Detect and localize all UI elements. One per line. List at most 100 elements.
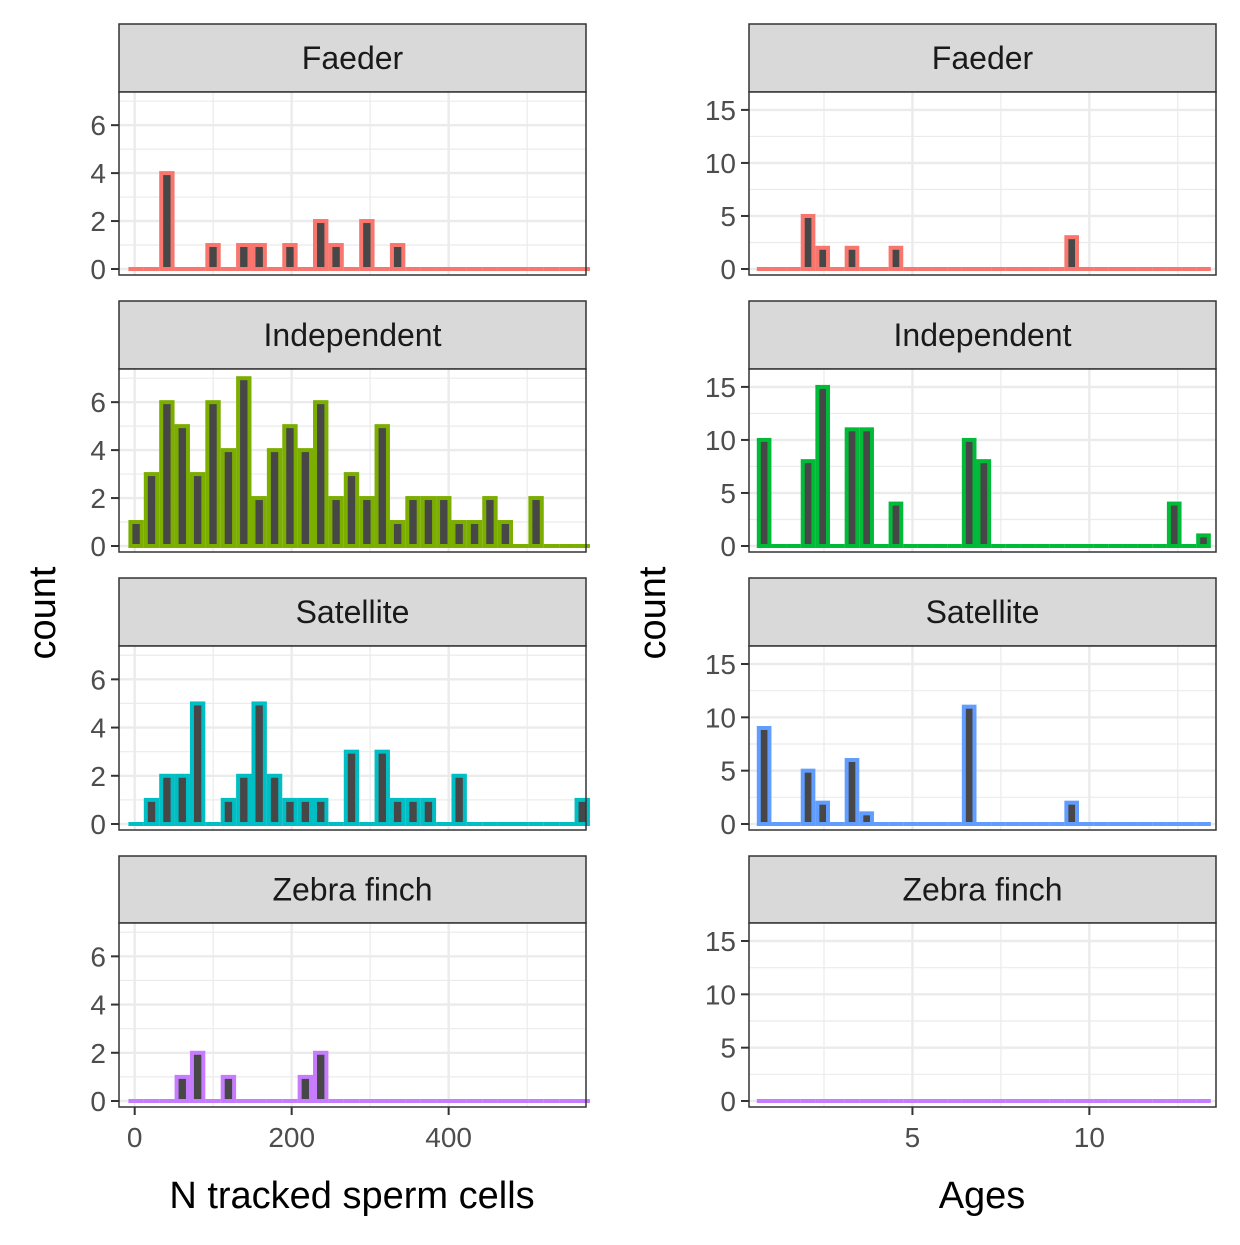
bar (282, 424, 298, 549)
bar (800, 459, 816, 549)
y-axis: 0 2 4 6 (90, 664, 119, 840)
bar (159, 773, 175, 826)
x-axis: 0 200 400 (127, 1107, 472, 1153)
panel-border (748, 368, 1217, 553)
bar (328, 243, 344, 272)
chart-column-2: Faeder 0 5 10 15 Independent 0 5 10 15 Satellite 0 5… (632, 23, 1217, 1217)
bar (1064, 800, 1080, 827)
bar (297, 797, 314, 826)
y-tick-label: 10 (705, 702, 736, 733)
bar (343, 472, 360, 548)
y-tick-label: 0 (90, 1086, 106, 1117)
y-axis: 0 2 4 6 (90, 387, 119, 562)
facet-strip (118, 300, 587, 370)
y-tick-label: 2 (90, 1038, 106, 1069)
facet-strip (748, 300, 1217, 370)
panel-border (118, 645, 587, 831)
y-tick-label: 0 (720, 809, 736, 840)
y-axis: 0 2 4 6 (90, 941, 119, 1117)
bar (313, 797, 329, 826)
x-tick-label: 5 (905, 1122, 921, 1153)
x-tick-label: 0 (127, 1122, 143, 1153)
bar (405, 797, 421, 826)
x-tick-label: 10 (1074, 1122, 1105, 1153)
x-tick-label: 400 (425, 1122, 472, 1153)
y-tick-label: 0 (720, 254, 736, 285)
bar (844, 245, 860, 271)
y-tick-label: 2 (90, 761, 106, 792)
facet-strip (118, 23, 587, 93)
facet-strip (748, 23, 1217, 93)
panel-border (748, 922, 1217, 1108)
y-tick-label: 0 (90, 809, 106, 840)
bar (374, 424, 390, 549)
y-tick-label: 4 (90, 435, 106, 466)
bar (282, 243, 298, 272)
bar (420, 797, 437, 826)
bar (1166, 501, 1182, 548)
y-tick-label: 0 (720, 531, 736, 562)
y-tick-label: 5 (720, 1033, 736, 1064)
y-tick-label: 15 (705, 372, 736, 403)
bar (313, 400, 329, 549)
y-axis: 0 5 10 15 (705, 926, 749, 1117)
y-tick-label: 4 (90, 713, 106, 744)
bar (800, 213, 816, 271)
y-tick-label: 6 (90, 387, 106, 418)
x-tick-label: 200 (268, 1122, 315, 1153)
y-tick-label: 10 (705, 148, 736, 179)
bar (1064, 235, 1080, 272)
bar (756, 726, 772, 826)
bar (189, 701, 206, 826)
bar (313, 1050, 329, 1103)
y-tick-label: 15 (705, 95, 736, 126)
histogram-bars (128, 701, 590, 826)
bar (815, 245, 831, 271)
bar (251, 243, 267, 272)
x-axis-title: N tracked sperm cells (169, 1175, 534, 1217)
bar (313, 219, 329, 271)
bar (815, 800, 831, 827)
y-tick-label: 5 (720, 756, 736, 787)
bar (497, 520, 514, 549)
bar (297, 1074, 314, 1103)
bar (143, 797, 160, 826)
bar (844, 427, 860, 549)
bar (574, 797, 590, 826)
facet-faeder: Faeder 0 2 4 6 (90, 23, 590, 285)
facet-satellite: Satellite 0 5 10 15 (705, 577, 1217, 840)
panel-background (749, 92, 1216, 275)
bar (961, 704, 977, 827)
y-tick-label: 0 (720, 1086, 736, 1117)
bar (220, 797, 237, 826)
histogram-bars (756, 704, 1211, 827)
bar (466, 520, 483, 549)
histogram-bars (128, 1050, 590, 1103)
y-tick-label: 5 (720, 201, 736, 232)
bar (220, 1074, 237, 1103)
facet-strip-label: Faeder (932, 40, 1034, 76)
bar (236, 243, 252, 272)
histogram-bars (756, 384, 1211, 549)
panel-border (748, 645, 1217, 831)
y-tick-label: 6 (90, 664, 106, 695)
y-tick-label: 15 (705, 926, 736, 957)
panel-border (118, 91, 587, 276)
bar (1196, 533, 1211, 548)
y-tick-label: 2 (90, 483, 106, 514)
bar (297, 448, 314, 548)
facet-strip-label: Independent (264, 317, 442, 353)
bar (374, 749, 390, 826)
bar (359, 496, 375, 549)
facet-strip-label: Faeder (302, 40, 404, 76)
bar (328, 496, 344, 549)
bar (343, 749, 360, 826)
bar (189, 1050, 206, 1103)
x-axis-title: Ages (939, 1175, 1026, 1217)
panel-background (749, 923, 1216, 1107)
bar (174, 773, 190, 826)
facet-faeder: Faeder 0 5 10 15 (705, 23, 1217, 285)
facet-strip-label: Zebra finch (902, 872, 1062, 908)
bar (266, 773, 283, 826)
